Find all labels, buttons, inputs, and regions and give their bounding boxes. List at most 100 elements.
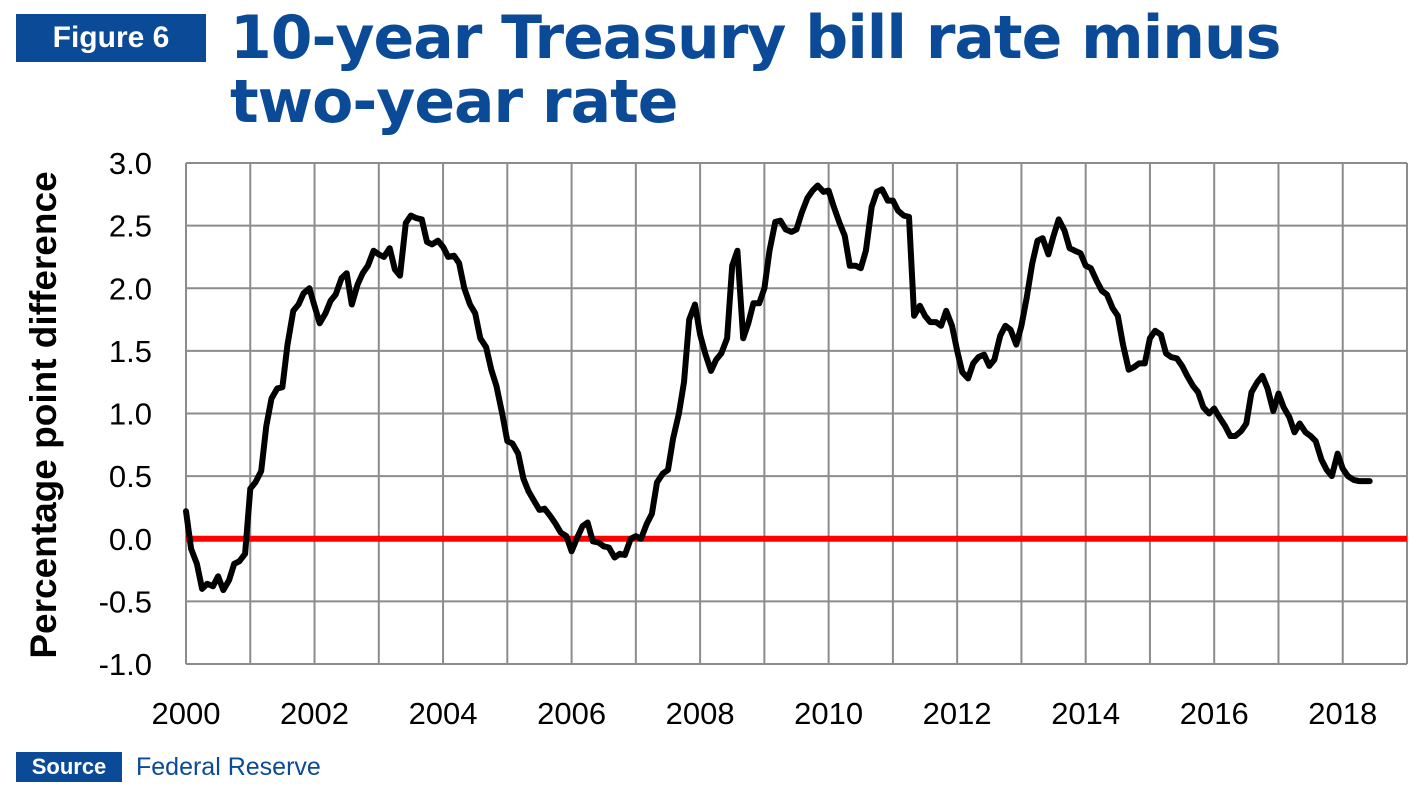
y-tick-label: -0.5 [99,584,152,619]
data-point [709,369,713,373]
data-point [1287,415,1291,419]
y-tick-label: 1.0 [109,397,152,432]
data-point [1282,405,1286,409]
data-point [505,439,509,443]
data-point [340,276,344,280]
data-point [1217,415,1221,419]
data-point [1100,289,1104,293]
data-point [1309,434,1313,438]
data-point [1362,479,1366,483]
data-point [902,214,906,218]
data-point [821,190,825,194]
data-point [1223,424,1227,428]
data-point [1164,351,1168,355]
source-label: Source [16,752,122,782]
data-point [730,264,734,268]
data-point [243,552,247,556]
data-point [682,380,686,384]
data-point [184,509,188,513]
data-point [313,304,317,308]
data-point [1185,374,1189,378]
data-point [602,544,606,548]
data-point [586,520,590,524]
x-tick-label: 2014 [1051,696,1120,731]
data-point [838,221,842,225]
data-point [345,271,349,275]
data-point [489,368,493,372]
data-point [639,537,643,541]
data-point [1233,434,1237,438]
x-tick-label: 2004 [409,696,478,731]
data-point [1357,479,1361,483]
data-point [446,255,450,259]
data-point [848,264,852,268]
data-point [1330,474,1334,478]
data-point [1244,422,1248,426]
x-tick-label: 2016 [1180,696,1249,731]
data-point [864,249,868,253]
data-point [1052,234,1056,238]
data-point [816,184,820,188]
data-point [1057,217,1061,221]
data-point [623,553,627,557]
data-point [714,358,718,362]
data-point [548,514,552,518]
y-tick-label: 3.0 [109,146,152,181]
data-point [356,282,360,286]
data-point [1180,364,1184,368]
series-line-yield-spread [183,182,1373,594]
y-tick-label: 1.5 [109,334,152,369]
data-point [286,343,290,347]
data-point [1228,434,1232,438]
data-point [629,537,633,541]
data-point [195,562,199,566]
data-point [907,215,911,219]
data-point [216,574,220,578]
data-point [404,221,408,225]
data-point [1041,236,1045,240]
data-point [1143,361,1147,365]
data-point [719,351,723,355]
data-point [388,246,392,250]
data-point [1320,458,1324,462]
data-point [307,286,311,290]
data-point [928,320,932,324]
data-point [1346,474,1350,478]
figure-label: Figure 6 [16,14,206,62]
data-point [1325,468,1329,472]
data-point [607,546,611,550]
series-points [184,184,1372,592]
data-point [1260,374,1264,378]
data-point [559,530,563,534]
data-point [1368,479,1372,483]
data-point [1249,390,1253,394]
data-point [232,562,236,566]
data-point [372,249,376,253]
data-point [1073,249,1077,253]
data-point [1298,422,1302,426]
data-point [527,489,531,493]
data-point [452,254,456,258]
data-point [237,559,241,563]
data-point [291,309,295,313]
data-point [1068,246,1072,250]
data-point [478,336,482,340]
data-point [1121,343,1125,347]
data-point [934,320,938,324]
data-point [966,376,970,380]
data-point [264,424,268,428]
data-point [318,321,322,325]
y-tick-label: 0.0 [109,522,152,557]
data-point [795,227,798,231]
data-point [1132,365,1136,369]
data-point [703,351,707,355]
data-point [329,299,333,303]
data-point [302,291,306,295]
data-point [484,345,488,349]
data-point [645,522,649,526]
data-point [971,361,975,365]
data-point [591,539,595,543]
data-point [1019,324,1023,328]
data-point [189,547,193,551]
data-point [827,189,831,193]
